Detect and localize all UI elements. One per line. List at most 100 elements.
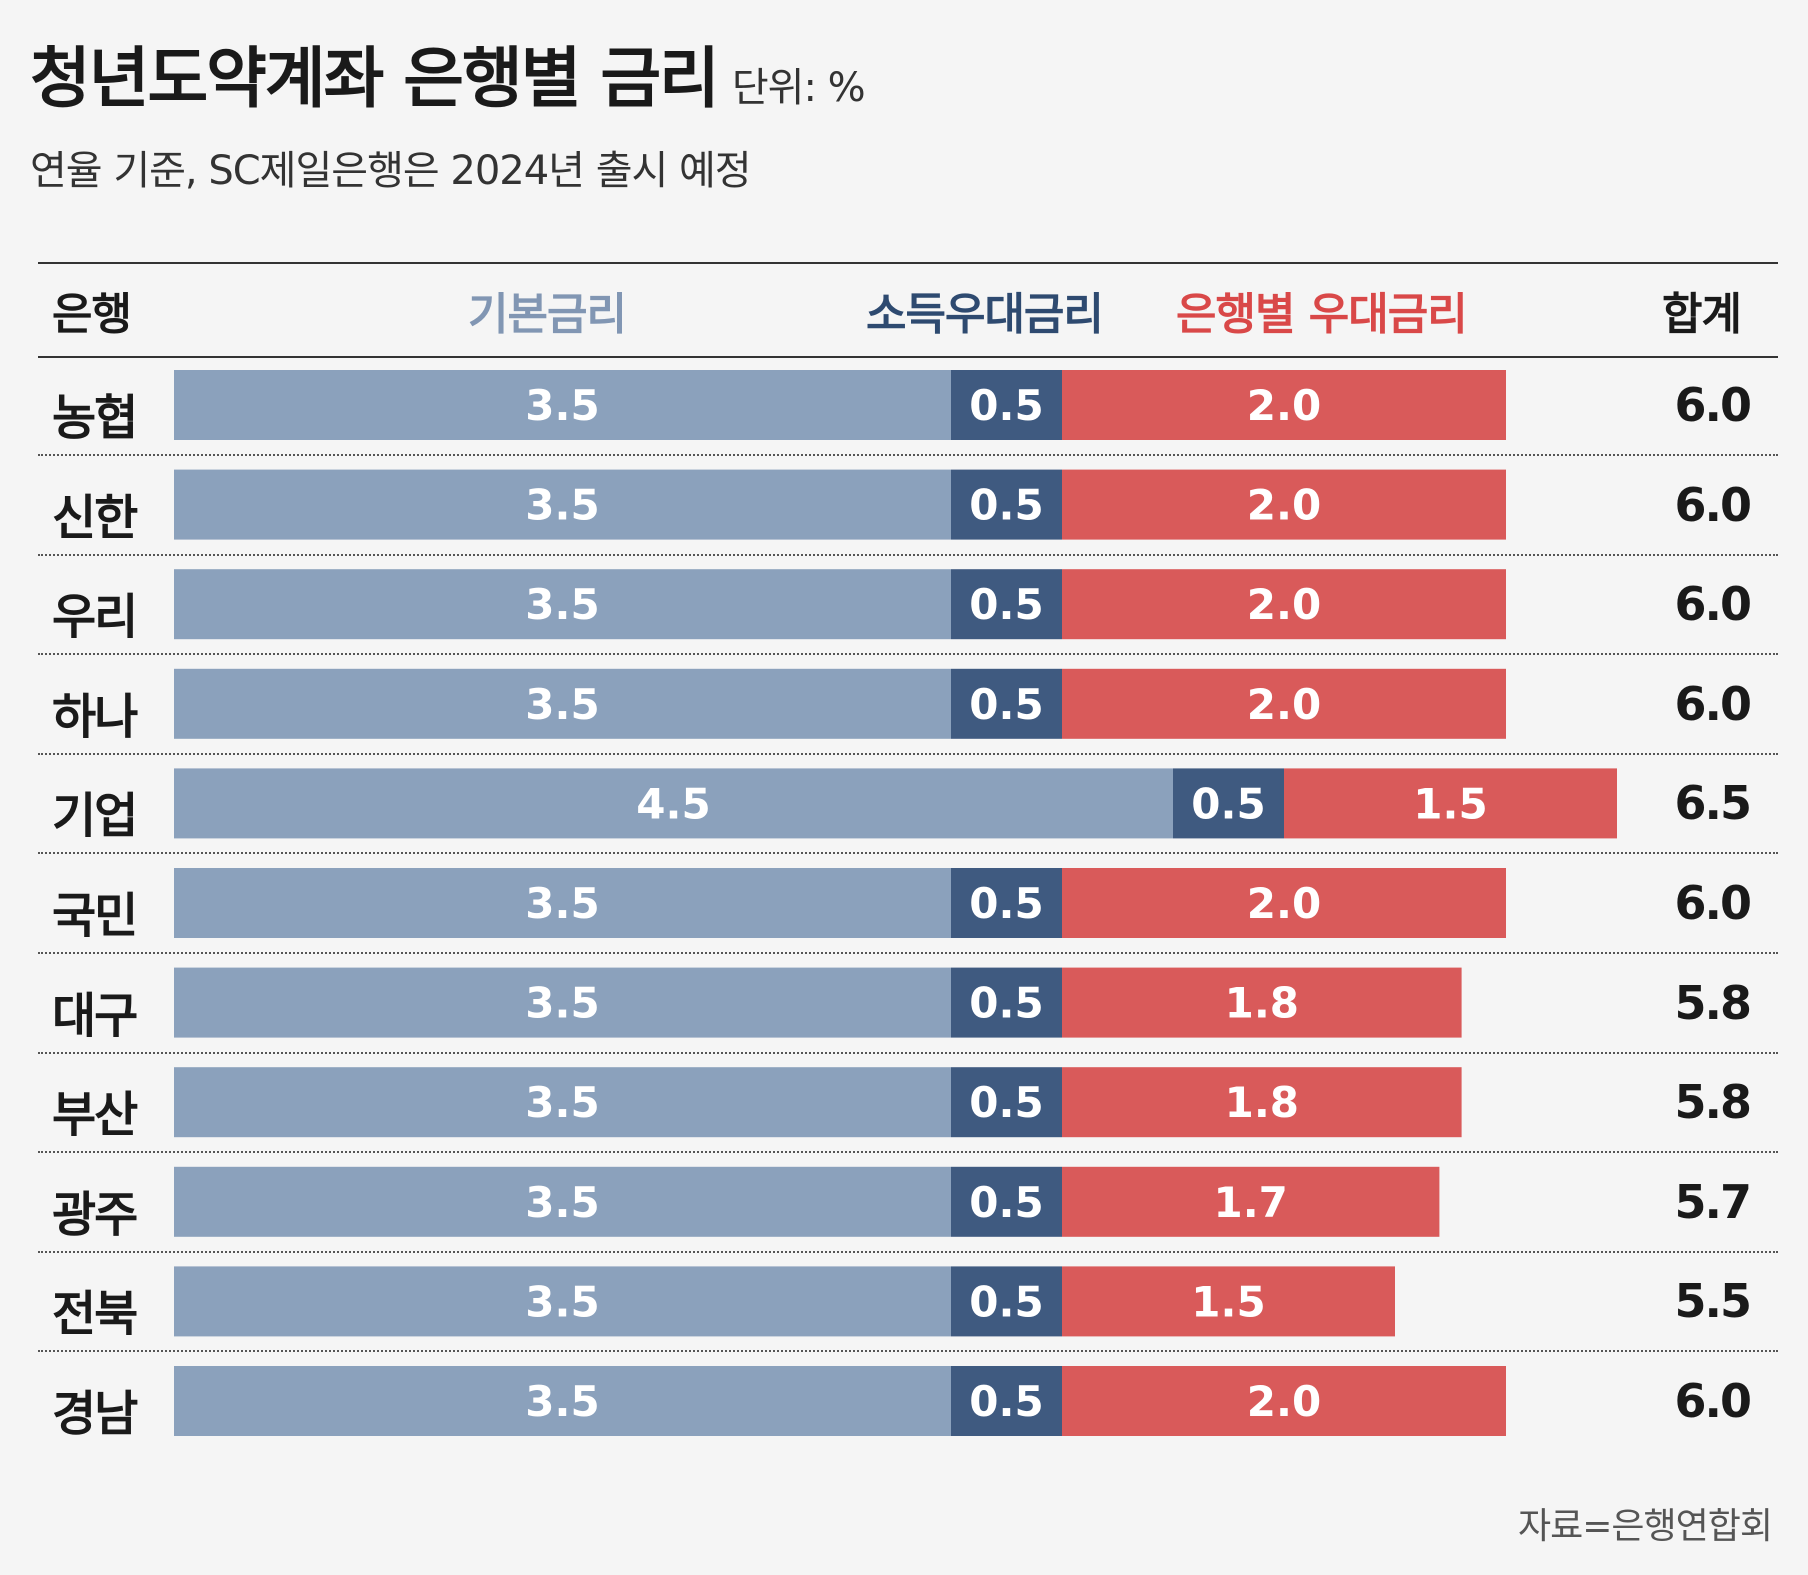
row-label-bank: 경남 [52, 1386, 138, 1442]
bar-segment-income [951, 1366, 1062, 1436]
bar-label-bank-pref: 1.5 [1191, 1277, 1265, 1326]
bar-label-bank-pref: 2.0 [1247, 1377, 1321, 1426]
row-separator [38, 852, 1778, 855]
bar-label-income: 0.5 [1191, 779, 1265, 828]
bar-segment-income [1173, 768, 1284, 839]
row-label-bank: 대구 [52, 987, 138, 1044]
row-total: 6.5 [1674, 776, 1753, 831]
bar-segment-income [951, 1067, 1062, 1138]
row-label-bank: 부산 [52, 1087, 138, 1144]
row-total: 6.0 [1674, 1374, 1753, 1428]
bar-label-income: 0.5 [969, 1178, 1043, 1227]
bar-segment-income [951, 868, 1062, 938]
row-label-bank: 국민 [52, 888, 138, 944]
row-separator [38, 952, 1778, 954]
unit-label: 단위: % [731, 65, 866, 111]
row-separator [38, 553, 1778, 556]
bar-label-income: 0.5 [969, 979, 1043, 1028]
bar-label-base: 3.5 [525, 879, 599, 928]
bar-label-bank-pref: 2.0 [1247, 381, 1321, 430]
bar-segment-base [174, 668, 951, 739]
chart-title: 청년도약계좌 은행별 금리 [30, 40, 720, 117]
row-separator [38, 653, 1778, 656]
bar-label-income: 0.5 [969, 381, 1043, 430]
row-label-bank: 신한 [52, 489, 138, 546]
bar-segment-income [951, 668, 1062, 739]
bar-label-income: 0.5 [969, 481, 1043, 530]
bar-segment-bank-pref [1062, 868, 1506, 938]
row-separator [38, 1250, 1778, 1253]
bar-segment-income [951, 1266, 1062, 1337]
column-header-bank: 은행 [52, 289, 132, 340]
bar-label-bank-pref: 2.0 [1247, 481, 1321, 530]
bar-label-bank-pref: 1.7 [1213, 1178, 1287, 1227]
row-total: 6.0 [1674, 378, 1753, 432]
chart-subtitle: 연율 기준, SC제일은행은 2024년 출시 예정 [30, 148, 752, 194]
bar-segment-income [951, 569, 1062, 640]
bar-segment-base [174, 1366, 951, 1436]
bar-segment-income [951, 370, 1062, 440]
bar-segment-bank-pref [1062, 370, 1506, 440]
bar-segment-base [174, 967, 951, 1038]
bar-label-bank-pref: 2.0 [1247, 680, 1321, 729]
bar-label-income: 0.5 [969, 580, 1043, 629]
row-label-bank: 하나 [52, 688, 138, 745]
row-separator [38, 454, 1778, 456]
bar-label-income: 0.5 [969, 1377, 1043, 1426]
bar-label-bank-pref: 1.5 [1413, 779, 1487, 828]
bar-segment-income [951, 967, 1062, 1038]
row-separator [38, 1350, 1778, 1353]
bar-segment-bank-pref [1062, 469, 1506, 540]
bar-segment-bank-pref [1062, 1366, 1506, 1436]
bar-segment-bank-pref [1062, 1166, 1440, 1237]
row-label-bank: 전북 [52, 1286, 138, 1343]
bar-segment-base [174, 469, 951, 540]
row-label-bank: 기업 [52, 788, 138, 845]
bar-segment-base [174, 370, 951, 440]
bar-segment-bank-pref [1062, 668, 1506, 739]
bar-segment-bank-pref [1062, 1266, 1395, 1337]
bar-label-income: 0.5 [969, 879, 1043, 928]
row-total: 5.5 [1674, 1274, 1753, 1329]
bar-label-income: 0.5 [969, 680, 1043, 729]
bar-segment-base [174, 1067, 951, 1138]
bar-segment-base [174, 569, 951, 640]
header-bottom-line [38, 356, 1778, 358]
bar-label-base: 3.5 [525, 680, 599, 729]
row-total: 5.8 [1674, 1075, 1753, 1130]
bar-segment-bank-pref [1062, 1067, 1462, 1138]
source-note: 자료=은행연합회 [1517, 1506, 1773, 1547]
title-row: 청년도약계좌 은행별 금리 단위: % [30, 25, 866, 121]
column-header-bank-pref-rate: 은행별 우대금리 [1176, 289, 1468, 340]
bar-segment-bank-pref [1062, 967, 1462, 1038]
bar-label-bank-pref: 2.0 [1247, 580, 1321, 629]
bar-label-base: 4.5 [636, 779, 710, 828]
bar-segment-income [951, 1166, 1062, 1237]
bar-label-bank-pref: 1.8 [1225, 1078, 1299, 1127]
bar-label-base: 3.5 [525, 381, 599, 430]
column-header-base-rate: 기본금리 [468, 289, 627, 340]
bar-segment-bank-pref [1062, 569, 1506, 640]
bar-label-base: 3.5 [525, 1178, 599, 1227]
column-header-total: 합계 [1662, 289, 1742, 340]
bar-segment-bank-pref [1284, 768, 1617, 839]
bar-label-income: 0.5 [969, 1078, 1043, 1127]
row-label-bank: 우리 [52, 589, 138, 646]
bar-label-bank-pref: 2.0 [1247, 879, 1321, 928]
row-separator [38, 1151, 1778, 1154]
row-total: 6.0 [1674, 577, 1753, 632]
bar-label-base: 3.5 [525, 1377, 599, 1426]
bar-label-bank-pref: 1.8 [1225, 979, 1299, 1028]
bar-label-base: 3.5 [525, 1078, 599, 1127]
row-label-bank: 농협 [52, 390, 138, 446]
row-total: 6.0 [1674, 676, 1753, 731]
bar-label-base: 3.5 [525, 979, 599, 1028]
bar-segment-base [174, 768, 1173, 839]
bar-segment-base [174, 868, 951, 938]
bar-segment-base [174, 1266, 951, 1337]
bar-label-income: 0.5 [969, 1277, 1043, 1326]
header-top-line [38, 262, 1778, 264]
row-total: 5.7 [1674, 1174, 1753, 1229]
row-separator [38, 752, 1778, 755]
